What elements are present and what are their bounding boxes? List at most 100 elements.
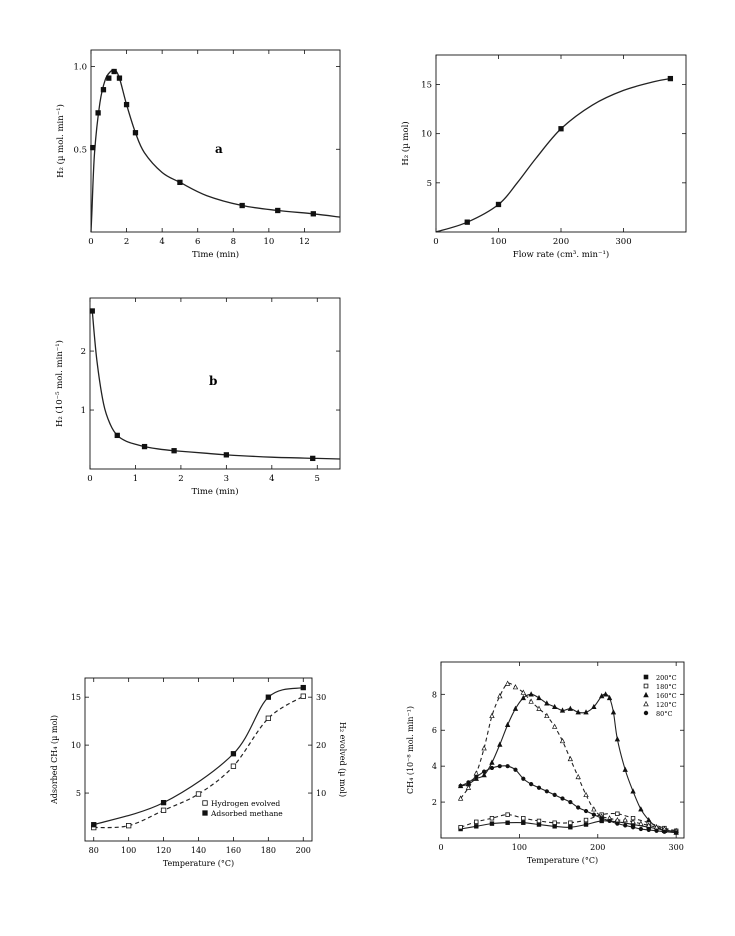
data-point — [474, 819, 479, 825]
x-tick-label: 0 — [87, 474, 92, 484]
data-point — [646, 827, 651, 833]
y-axis-label: H₂ (10⁻⁵ mol. min⁻¹) — [54, 340, 65, 427]
data-point — [576, 805, 581, 810]
x-axis-label: Temperature (°C) — [163, 859, 234, 868]
data-point — [536, 822, 542, 827]
x-tick-label: 8 — [231, 237, 236, 247]
data-point — [599, 816, 604, 821]
data-point — [512, 684, 519, 690]
data-point — [638, 806, 644, 812]
data-point — [90, 144, 96, 151]
data-point — [91, 822, 97, 828]
legend-marker — [202, 810, 208, 816]
data-point — [497, 693, 503, 699]
data-point — [568, 825, 573, 830]
legend-label: Adsorbed methane — [210, 809, 283, 818]
data-point — [482, 769, 487, 774]
data-point — [544, 789, 549, 794]
x-tick-label: 120 — [156, 846, 171, 855]
data-point — [520, 694, 526, 701]
x-axis-label: Temperature (°C) — [527, 856, 598, 865]
data-point — [195, 791, 202, 797]
x-axis-label: Flow rate (cm³. min⁻¹) — [513, 249, 609, 260]
y-axis-label: CH₄ (10⁻⁸ mol. min⁻¹) — [406, 706, 415, 794]
data-point — [116, 75, 123, 81]
data-point — [512, 705, 519, 711]
series-0 — [464, 75, 674, 225]
data-point — [583, 709, 589, 715]
y-tick-label: 1 — [81, 406, 86, 416]
data-point — [583, 817, 589, 823]
data-point — [521, 820, 526, 825]
y-tick-label: 10 — [421, 130, 432, 140]
x-tick-label: 180 — [261, 846, 276, 855]
data-point — [505, 820, 510, 825]
data-point — [230, 751, 237, 757]
series-line — [460, 682, 677, 832]
y-axis-label: Adsorbed CH₄ (µ mol) — [50, 715, 59, 805]
chart-adsorbed: 80 100 120 140 160 180 200 5 10 15 10 20 30 H₂ evolve… — [50, 677, 347, 868]
data-point — [513, 767, 518, 772]
data-point — [310, 455, 316, 462]
data-point — [552, 820, 557, 825]
data-point — [111, 68, 117, 75]
data-point — [551, 703, 558, 710]
data-point — [100, 87, 107, 93]
data-point — [141, 443, 148, 450]
data-point — [132, 130, 139, 136]
data-point — [474, 774, 479, 780]
data-point — [474, 824, 479, 829]
series-0 — [90, 68, 316, 217]
legend-marker — [643, 700, 649, 707]
data-point — [638, 820, 644, 826]
data-point — [568, 799, 573, 805]
legend-label: 80°C — [656, 710, 673, 718]
data-point — [567, 755, 574, 762]
x-tick-label: 160 — [226, 846, 241, 855]
x-tick-label: 2 — [124, 237, 129, 247]
y-axis-label: H₂ (µ mol) — [400, 121, 411, 165]
data-point — [465, 784, 472, 790]
x-tick-label: 300 — [669, 843, 684, 852]
x-tick-label: 100 — [490, 237, 506, 247]
data-point — [591, 703, 597, 710]
y-tick-label: 10 — [71, 741, 81, 750]
y2-tick-label: 20 — [316, 741, 326, 750]
chart-b: 0 1 2 3 4 5 1 2 Time (min) H₂ (10⁻⁵ mol. min⁻¹) b — [54, 297, 341, 497]
data-point — [520, 689, 526, 695]
legend-marker — [643, 674, 649, 680]
data-point — [559, 707, 566, 713]
x-tick-label: 200 — [296, 846, 311, 855]
data-point — [265, 694, 271, 700]
data-point — [638, 826, 643, 832]
x-tick-label: 3 — [224, 474, 229, 484]
data-point — [275, 207, 281, 214]
data-point — [646, 816, 652, 823]
data-point — [536, 785, 542, 790]
data-point — [606, 694, 613, 701]
legend-marker — [202, 800, 208, 806]
y-tick-label: 1.0 — [73, 63, 87, 73]
data-point — [481, 745, 487, 751]
data-point — [607, 818, 612, 824]
data-point — [528, 691, 534, 697]
x-tick-label: 6 — [195, 237, 200, 247]
data-point — [171, 448, 177, 454]
plot-frame — [89, 297, 341, 470]
x-tick-label: 200 — [553, 237, 569, 247]
data-point — [160, 807, 167, 813]
data-point — [544, 700, 550, 706]
series-line — [460, 765, 677, 834]
data-point — [667, 75, 674, 82]
legend-marker — [643, 710, 649, 716]
data-point — [466, 780, 471, 785]
y-tick-label: 15 — [71, 693, 81, 702]
chart-flow: 0 100 200 300 5 10 15 Flow rate (cm³. min⁻¹) H₂ … — [400, 54, 687, 260]
panel-label: a — [215, 142, 223, 156]
data-point — [630, 818, 636, 824]
y-tick-label: 2 — [432, 798, 437, 807]
plot-frame — [435, 54, 687, 233]
data-point — [544, 712, 550, 719]
y-tick-label: 5 — [76, 789, 81, 798]
